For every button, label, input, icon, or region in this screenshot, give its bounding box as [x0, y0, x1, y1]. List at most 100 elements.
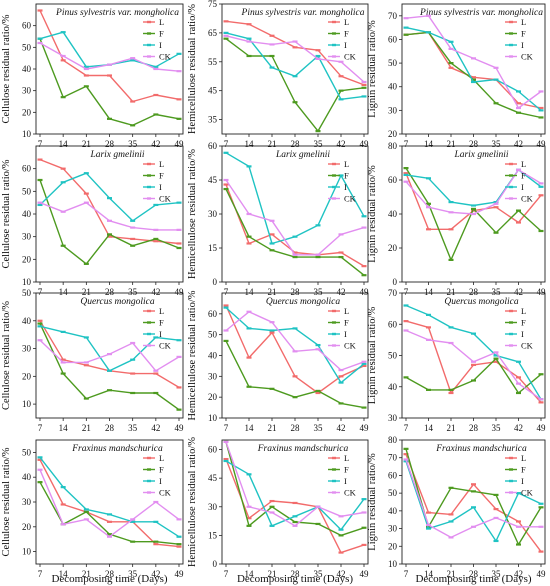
x-tick-label: 14	[245, 423, 255, 433]
y-axis-title: Cellulose residual ratio/%	[1, 447, 12, 556]
y-tick-label: 60	[22, 21, 32, 31]
y-axis-title: Hemicellulose residual ratio/%	[187, 290, 198, 420]
panel-title: Quercus mongolica	[444, 297, 519, 307]
y-tick-label: 30	[208, 371, 218, 381]
y-axis-title: Hemicellulose residual ratio/%	[187, 437, 198, 567]
legend-label-F: F	[344, 171, 349, 181]
panel-1-3: 20 30 40 50 60 70 7 14 21 28 35 42 49 Lignin residual…	[367, 3, 546, 149]
legend-label-I: I	[521, 182, 524, 192]
x-tick-label: 35	[492, 139, 502, 149]
x-tick-label: 28	[291, 287, 301, 297]
y-tick-label: 15	[208, 243, 218, 253]
legend-label-L: L	[159, 453, 164, 463]
y-tick-label: 35	[208, 115, 218, 125]
legend-label-I: I	[344, 329, 347, 339]
x-tick-label: 42	[514, 423, 523, 433]
y-tick-label: 10	[208, 413, 218, 423]
y-tick-label: 20	[22, 371, 32, 381]
x-tick-label: 35	[128, 423, 138, 433]
y-tick-label: 70	[388, 288, 398, 298]
x-axis-title: Decomposing time (Days)	[415, 573, 531, 585]
y-tick-label: 45	[208, 175, 218, 185]
y-tick-label: 10	[22, 399, 32, 409]
x-tick-label: 21	[447, 287, 456, 297]
legend-label-L: L	[344, 17, 349, 27]
x-tick-label: 35	[128, 569, 138, 579]
y-tick-label: 0	[393, 277, 398, 287]
y-tick-label: 20	[22, 254, 32, 264]
legend-label-L: L	[159, 306, 164, 316]
legend-label-F: F	[344, 465, 349, 475]
legend-label-L: L	[159, 17, 164, 27]
y-axis-title: Lignin residual ratio/%	[367, 307, 378, 405]
y-tick-label: 80	[388, 435, 398, 445]
y-tick-label: 60	[388, 175, 398, 185]
x-tick-label: 28	[291, 569, 301, 579]
y-axis-title: Lignin residual ratio/%	[367, 165, 378, 263]
x-tick-label: 7	[38, 139, 43, 149]
x-tick-label: 21	[447, 423, 456, 433]
panel-title: Pinus sylvestris var. mongholica	[419, 8, 543, 18]
x-tick-label: 42	[514, 569, 523, 579]
legend-label-L: L	[521, 159, 526, 169]
series-line-F	[405, 357, 542, 394]
x-tick-label: 14	[424, 139, 434, 149]
x-tick-label: 35	[492, 423, 502, 433]
legend-label-L: L	[521, 453, 526, 463]
legend-label-F: F	[521, 171, 526, 181]
x-tick-label: 7	[38, 287, 43, 297]
x-tick-label: 7	[38, 569, 43, 579]
legend-label-L: L	[344, 159, 349, 169]
y-tick-label: 60	[388, 319, 398, 329]
x-tick-label: 49	[175, 569, 185, 579]
y-tick-label: 20	[388, 243, 398, 253]
y-axis-title: Lignin residual ratio/%	[367, 20, 378, 118]
legend-label-L: L	[521, 17, 526, 27]
y-tick-label: 10	[388, 559, 398, 569]
x-tick-label: 49	[175, 287, 185, 297]
x-tick-label: 7	[224, 423, 229, 433]
panel-1-1: 10 20 30 40 50 60 7 14 21 28 35 42 49 Cellulose resid…	[1, 3, 185, 149]
legend-label-CK: CK	[344, 52, 357, 62]
y-tick-label: 10	[22, 129, 32, 139]
y-axis-title: Hemicellulose residual ratio/%	[187, 4, 198, 134]
x-tick-label: 42	[151, 423, 160, 433]
y-tick-label: 30	[22, 497, 32, 507]
y-axis-title: Cellulose residual ratio/%	[1, 301, 12, 410]
y-tick-label: 45	[208, 86, 218, 96]
legend-label-CK: CK	[521, 194, 534, 204]
x-tick-label: 21	[82, 139, 91, 149]
y-tick-label: 50	[208, 330, 218, 340]
legend-label-L: L	[344, 306, 349, 316]
x-tick-label: 49	[175, 139, 185, 149]
x-tick-label: 14	[59, 569, 69, 579]
y-tick-label: 50	[22, 447, 32, 457]
panel-title: Larix gmelinii	[453, 150, 508, 160]
legend-label-I: I	[521, 329, 524, 339]
y-tick-label: 40	[388, 82, 398, 92]
panel-title: Quercus mongolica	[80, 297, 155, 307]
y-tick-label: 10	[22, 547, 32, 557]
legend-label-I: I	[344, 476, 347, 486]
panel-4-2: 0 15 30 45 60 7 14 21 28 35 42 49 Hemicellulose resi…	[187, 437, 369, 579]
legend-label-F: F	[521, 318, 526, 328]
y-tick-label: 40	[388, 506, 398, 516]
x-tick-label: 21	[268, 569, 277, 579]
x-tick-label: 28	[105, 139, 115, 149]
x-tick-label: 42	[337, 287, 346, 297]
x-tick-label: 35	[314, 423, 324, 433]
y-tick-label: 30	[208, 209, 218, 219]
legend-label-L: L	[521, 306, 526, 316]
y-tick-label: 0	[213, 277, 218, 287]
y-tick-label: 50	[22, 186, 32, 196]
panel-title: Pinus sylvestris var. mongholica	[241, 8, 365, 18]
x-tick-label: 42	[151, 569, 160, 579]
x-tick-label: 42	[337, 139, 346, 149]
y-tick-label: 0	[213, 559, 218, 569]
y-tick-label: 50	[388, 488, 398, 498]
y-tick-label: 40	[388, 382, 398, 392]
x-tick-label: 28	[105, 423, 115, 433]
y-tick-label: 30	[22, 344, 32, 354]
panel-3-3: 30 40 50 60 70 7 14 21 28 35 42 49 Lignin residual r…	[367, 288, 546, 433]
y-tick-label: 30	[22, 232, 32, 242]
